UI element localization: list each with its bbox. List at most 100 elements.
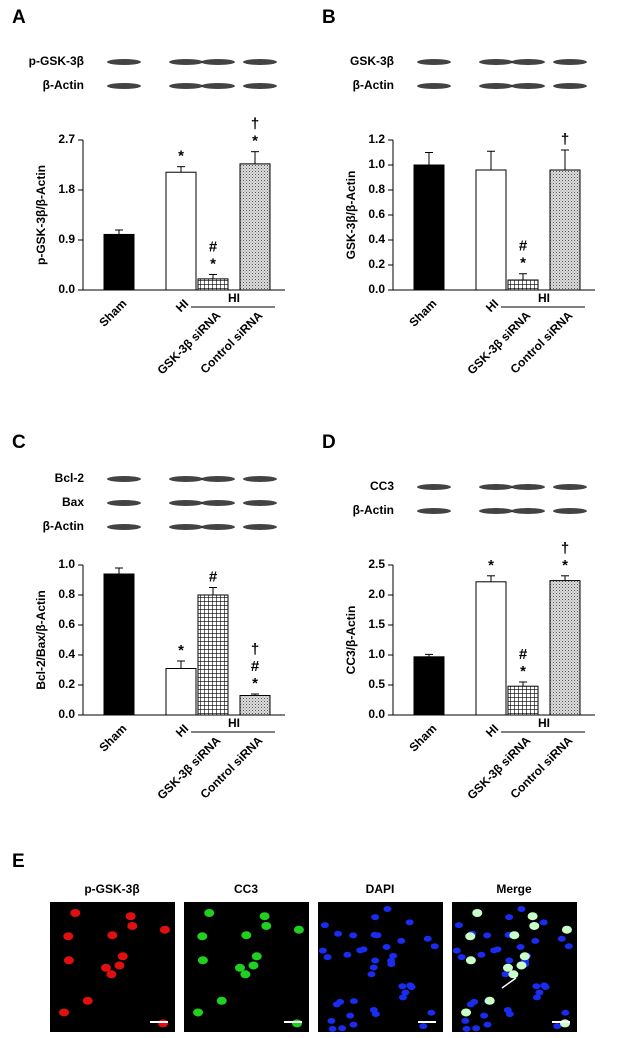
blot-band [553,484,587,490]
cell [70,909,81,918]
group-label: HI [228,716,240,730]
blot-band [553,508,587,514]
annotation: * [178,642,184,659]
nucleus [462,1025,471,1032]
y-tick-label: 1.0 [368,157,385,171]
y-tick-label: 0.2 [368,257,385,271]
nucleus [531,937,540,944]
cell [197,932,208,941]
nucleus [505,957,514,964]
nucleus [338,1025,347,1032]
y-tick-label: 1.0 [368,647,385,661]
blot-band [479,508,513,514]
cell [261,921,272,930]
annotation: * [562,557,568,574]
blot-band [107,524,141,530]
nucleus [327,1017,336,1024]
y-tick-label: 1.0 [58,557,75,571]
annotation: # [209,568,218,585]
nucleus [535,989,544,996]
y-tick-label: 0.6 [58,617,75,631]
image [452,902,577,1032]
cell [251,952,262,961]
group-label: HI [538,716,550,730]
nucleus [539,919,548,926]
image [184,902,309,1032]
image-label: DAPI [366,882,395,896]
nucleus [457,954,466,961]
annotation: * [210,255,216,272]
nucleus [371,914,380,921]
nucleus [516,943,525,950]
nucleus [401,989,410,996]
image-label: Merge [496,882,532,896]
y-tick-label: 0.9 [58,232,75,246]
x-tick-label: Sham [96,296,129,329]
y-tick-label: 0.8 [58,587,75,601]
nucleus [532,994,541,1001]
blot-band [511,508,545,514]
bar [239,695,271,716]
cell [484,996,495,1005]
cell [204,909,215,918]
blot-band [243,59,277,65]
cell [516,961,527,970]
blot-band [201,83,235,89]
panel: B GSK-3β β-Actin GSK-3β/β-Actin 0.0 0.2 0.4 0.6… [322,7,595,377]
y-tick-label: 0.4 [368,232,385,246]
bar [413,164,445,291]
nucleus [517,905,526,912]
blot-band [107,83,141,89]
blot-label: β-Actin [353,78,394,92]
cell [465,956,476,965]
blot-band [511,59,545,65]
cell [461,1008,472,1017]
annotation: * [520,255,526,272]
blot-label: p-GSK-3β [29,54,84,68]
blot-band [479,83,513,89]
annotation: * [252,133,258,150]
cell [527,912,538,921]
annotation: * [520,663,526,680]
bar [507,279,539,291]
y-tick-label: 0.6 [368,207,385,221]
group-label: HI [228,291,240,305]
blot-band [169,500,203,506]
nucleus [328,1025,337,1032]
cell [234,963,245,972]
cell [291,1019,302,1028]
image-label: p-GSK-3β [84,882,139,896]
y-tick-label: 0.0 [58,282,75,296]
cell [241,931,252,940]
nucleus [454,922,463,929]
y-tick-label: 0.2 [58,677,75,691]
annotation: † [251,116,259,133]
nucleus [397,937,406,944]
cell [509,931,520,940]
bar [103,573,135,716]
panel-letter: D [322,432,336,453]
nucleus [367,971,376,978]
blot-band [243,524,277,530]
nucleus [318,947,327,954]
nucleus [382,943,391,950]
y-axis-label: CC3/β-Actin [344,606,358,675]
nucleus [505,1011,514,1018]
y-tick-label: 0.0 [58,707,75,721]
blot-band [243,476,277,482]
blot-band [417,59,451,65]
nucleus [553,1023,562,1030]
cell [502,963,513,972]
x-tick-label: Sham [96,721,129,754]
annotation: # [519,238,528,255]
blot-band [169,83,203,89]
group-label: HI [538,291,550,305]
cell [127,921,138,930]
blot-label: Bax [62,495,84,509]
cell [216,996,227,1005]
nucleus [423,935,432,942]
bar [197,278,229,291]
nucleus [387,961,396,968]
blot-band [479,59,513,65]
